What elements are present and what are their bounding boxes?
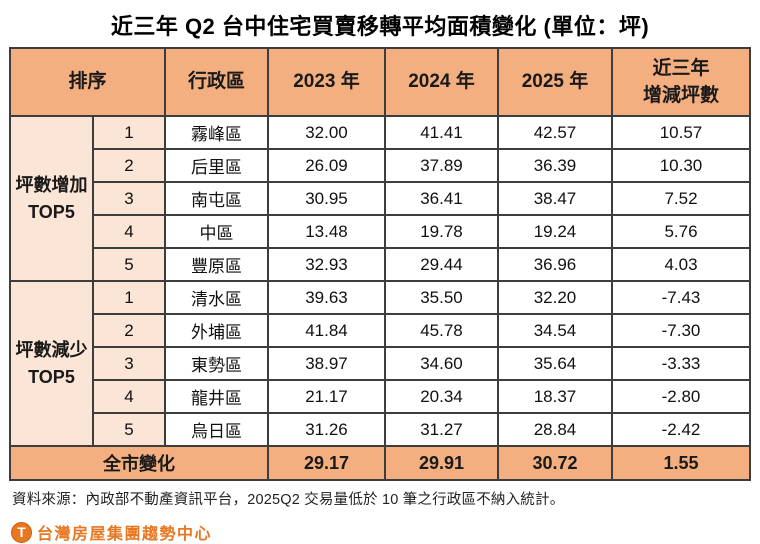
header-rank: 排序 [8, 47, 167, 117]
value-2025: 38.47 [497, 181, 613, 216]
value-2024: 35.50 [384, 280, 499, 315]
rank-cell: 2 [91, 148, 167, 183]
value-2023: 31.26 [267, 412, 386, 447]
value-change: -2.42 [611, 412, 751, 447]
table-row: 坪數減少 TOP5 1 清水區 39.63 35.50 32.20 -7.43 [8, 280, 751, 447]
value-2024: 45.78 [384, 313, 499, 348]
rank-cell: 3 [91, 346, 167, 381]
group-label-decrease-top5: 坪數減少 TOP5 [8, 280, 94, 447]
district-cell: 南屯區 [164, 181, 269, 216]
district-cell: 東勢區 [164, 346, 269, 381]
table-row: 4 龍井區 21.17 20.34 18.37 -2.80 [10, 379, 751, 414]
header-three-year-change: 近三年 增減坪數 [611, 47, 751, 117]
logo-text: 台灣房屋集團趨勢中心 [37, 526, 213, 543]
summary-2025: 30.72 [497, 445, 613, 481]
value-2023: 26.09 [267, 148, 386, 183]
value-2025: 28.84 [497, 412, 613, 447]
district-cell: 外埔區 [164, 313, 269, 348]
rank-cell: 5 [91, 412, 167, 447]
summary-label: 全市變化 [8, 445, 270, 481]
district-cell: 龍井區 [164, 379, 269, 414]
summary-row: 全市變化 29.17 29.91 30.72 1.55 [8, 445, 751, 481]
summary-2024: 29.91 [384, 445, 499, 481]
rank-cell: 1 [91, 280, 167, 315]
district-cell: 中區 [164, 214, 269, 249]
header-change-line1: 近三年 [652, 57, 710, 79]
rank-cell: 5 [91, 247, 167, 282]
value-2024: 20.34 [384, 379, 499, 414]
rank-cell: 4 [91, 214, 167, 249]
value-2023: 32.93 [267, 247, 386, 282]
value-2025: 35.64 [497, 346, 613, 381]
value-change: 10.57 [611, 115, 751, 150]
value-2025: 19.24 [497, 214, 613, 249]
value-2023: 21.17 [267, 379, 386, 414]
value-2025: 32.20 [497, 280, 613, 315]
district-cell: 后里區 [164, 148, 269, 183]
value-2024: 41.41 [384, 115, 499, 150]
header-district: 行政區 [164, 47, 269, 117]
district-cell: 烏日區 [164, 412, 269, 447]
value-2025: 42.57 [497, 115, 613, 150]
housing-area-change-table: 排序 行政區 2023 年 2024 年 2025 年 近三年 增減坪數 坪數增… [8, 47, 751, 481]
rank-cell: 3 [91, 181, 167, 216]
group-label-increase-top5: 坪數增加 TOP5 [8, 115, 94, 282]
group-label-line2: TOP5 [28, 366, 75, 387]
value-change: -2.80 [611, 379, 751, 414]
value-2023: 13.48 [267, 214, 386, 249]
value-2023: 38.97 [267, 346, 386, 381]
value-change: 5.76 [611, 214, 751, 249]
table-row: 4 中區 13.48 19.78 19.24 5.76 [10, 214, 751, 249]
district-cell: 清水區 [164, 280, 269, 315]
table-header-row: 排序 行政區 2023 年 2024 年 2025 年 近三年 增減坪數 [8, 47, 751, 117]
value-2024: 37.89 [384, 148, 499, 183]
table-row: 5 豐原區 32.93 29.44 36.96 4.03 [10, 247, 751, 282]
value-2024: 19.78 [384, 214, 499, 249]
header-2024: 2024 年 [384, 47, 499, 117]
taiwan-housing-logo: T 台灣房屋集團趨勢中心 [11, 520, 760, 544]
taiwan-housing-logo-icon: T [11, 521, 32, 543]
rank-cell: 2 [91, 313, 167, 348]
group-label-line1: 坪數減少 [15, 340, 88, 361]
value-2024: 36.41 [384, 181, 499, 216]
value-2025: 36.39 [497, 148, 613, 183]
group-label-line2: TOP5 [28, 201, 75, 222]
source-note: 資料來源：內政部不動產資訊平台，2025Q2 交易量低於 10 筆之行政區不納入… [12, 492, 565, 508]
value-change: -7.30 [611, 313, 751, 348]
group-label-line1: 坪數增加 [15, 175, 88, 196]
header-change-line2: 增減坪數 [642, 84, 719, 106]
value-2024: 29.44 [384, 247, 499, 282]
value-2025: 18.37 [497, 379, 613, 414]
table-row: 5 烏日區 31.26 31.27 28.84 -2.42 [10, 412, 751, 447]
value-2025: 34.54 [497, 313, 613, 348]
district-cell: 豐原區 [164, 247, 269, 282]
table-row: 2 后里區 26.09 37.89 36.39 10.30 [10, 148, 751, 183]
header-2025: 2025 年 [497, 47, 613, 117]
value-2024: 31.27 [384, 412, 499, 447]
page-title: 近三年 Q2 台中住宅買賣移轉平均面積變化 (單位：坪) [110, 14, 650, 39]
value-2023: 41.84 [267, 313, 386, 348]
header-2023: 2023 年 [267, 47, 386, 117]
table-row: 2 外埔區 41.84 45.78 34.54 -7.30 [10, 313, 751, 348]
value-2025: 36.96 [497, 247, 613, 282]
value-change: -3.33 [611, 346, 751, 381]
rank-cell: 1 [91, 115, 167, 150]
value-2023: 30.95 [267, 181, 386, 216]
table-row: 3 東勢區 38.97 34.60 35.64 -3.33 [10, 346, 751, 381]
table-row: 3 南屯區 30.95 36.41 38.47 7.52 [10, 181, 751, 216]
value-2024: 34.60 [384, 346, 499, 381]
summary-2023: 29.17 [267, 445, 386, 481]
table-row: 坪數增加 TOP5 1 霧峰區 32.00 41.41 42.57 10.57 [8, 115, 751, 282]
summary-change: 1.55 [611, 445, 751, 481]
value-change: -7.43 [611, 280, 751, 315]
district-cell: 霧峰區 [164, 115, 269, 150]
value-change: 4.03 [611, 247, 751, 282]
value-change: 10.30 [611, 148, 751, 183]
value-change: 7.52 [611, 181, 751, 216]
rank-cell: 4 [91, 379, 167, 414]
value-2023: 32.00 [267, 115, 386, 150]
value-2023: 39.63 [267, 280, 386, 315]
